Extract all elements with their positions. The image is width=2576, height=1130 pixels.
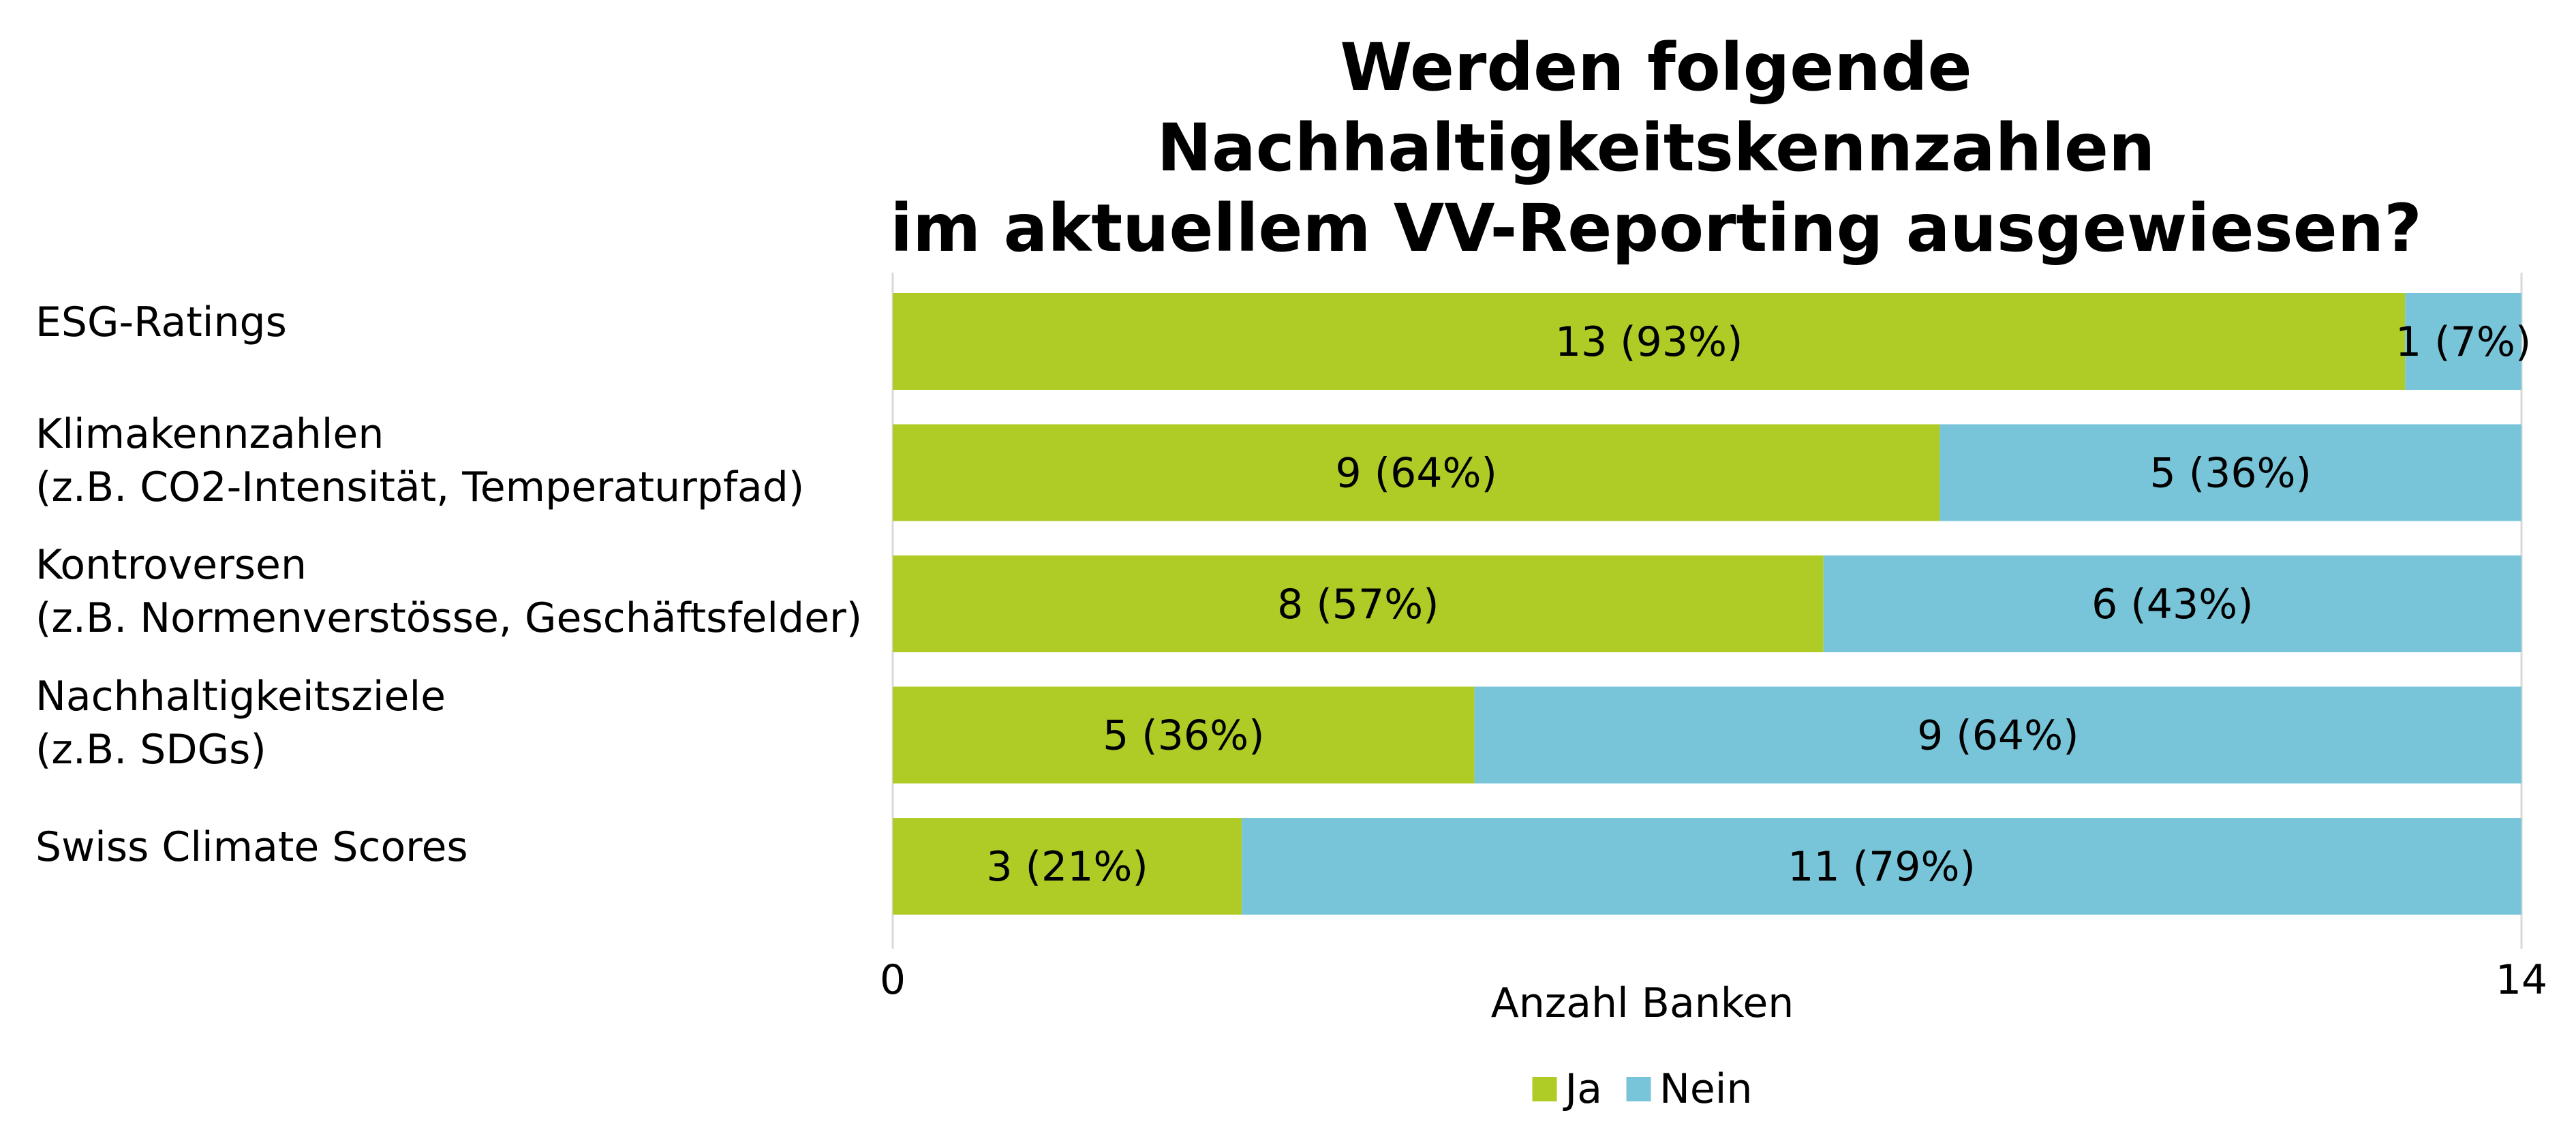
x-axis-label: Anzahl Banken (1490, 979, 1794, 1027)
category-label-3-line-1: (z.B. SDGs) (35, 725, 266, 774)
bar-ja-3 (893, 686, 1475, 784)
category-label-4-line-0: Swiss Climate Scores (35, 823, 468, 871)
bar-nein-1 (1939, 424, 2521, 521)
category-label-2-line-0: Kontroversen (35, 541, 307, 589)
category-label-3-line-0: Nachhaltigkeitsziele (35, 672, 446, 720)
category-label-1-line-1: (z.B. CO2-Intensität, Temperaturpfad) (35, 463, 805, 511)
legend-item-ja: Ja (1532, 1065, 1602, 1114)
data-label-nein-0: 1 (7%) (2395, 318, 2531, 366)
category-label-1: Klimakennzahlen (z.B. CO2-Intensität, Tem… (35, 408, 880, 514)
legend-label-nein: Nein (1659, 1065, 1753, 1113)
bar-nein-3 (1474, 686, 2521, 784)
bar-ja-0 (893, 293, 2406, 390)
data-label-ja-0: 13 (93%) (1555, 318, 1743, 366)
data-label-ja-4: 3 (21%) (986, 843, 1148, 891)
bar-nein-0 (2405, 293, 2521, 390)
category-label-4: Swiss Climate Scores (35, 821, 880, 874)
legend-swatch-nein (1626, 1077, 1651, 1101)
chart-title-line-1: Werden folgende Nachhaltigkeitskennzahle… (1156, 29, 2156, 186)
data-label-nein-2: 6 (43%) (2091, 581, 2253, 628)
category-label-0: ESG-Ratings (35, 296, 880, 349)
legend-swatch-ja (1532, 1077, 1557, 1101)
bar-nein-4 (1242, 818, 2521, 915)
chart-title-line-2: im aktuellem VV-Reporting ausgewiesen? (890, 190, 2422, 266)
data-label-nein-3: 9 (64%) (1917, 712, 2079, 760)
data-label-nein-4: 11 (79%) (1788, 843, 1976, 891)
legend-label-ja: Ja (1565, 1065, 1602, 1113)
x-axis-tick-max: 14 (2495, 956, 2548, 1004)
bar-ja-2 (893, 555, 1824, 652)
bar-ja-1 (893, 424, 1940, 521)
data-label-ja-3: 5 (36%) (1103, 712, 1264, 760)
x-axis-tick-min: 0 (879, 956, 906, 1004)
legend-item-nein: Nein (1626, 1065, 1753, 1114)
category-label-3: Nachhaltigkeitsziele (z.B. SDGs) (35, 670, 880, 776)
data-label-nein-1: 5 (36%) (2150, 450, 2312, 498)
data-label-ja-1: 9 (64%) (1336, 450, 1497, 498)
data-label-ja-2: 8 (57%) (1277, 581, 1439, 628)
category-label-1-line-0: Klimakennzahlen (35, 410, 384, 458)
category-label-2: Kontroversen (z.B. Normenverstösse, Gesch… (35, 538, 880, 645)
bar-ja-4 (893, 818, 1242, 915)
legend: Ja Nein (1532, 1065, 1753, 1114)
chart-title: Werden folgende Nachhaltigkeitskennzahle… (852, 27, 2460, 269)
bar-nein-2 (1823, 555, 2521, 652)
category-label-2-line-1: (z.B. Normenverstösse, Geschäftsfelder) (35, 594, 863, 642)
category-label-0-line-0: ESG-Ratings (35, 299, 287, 346)
